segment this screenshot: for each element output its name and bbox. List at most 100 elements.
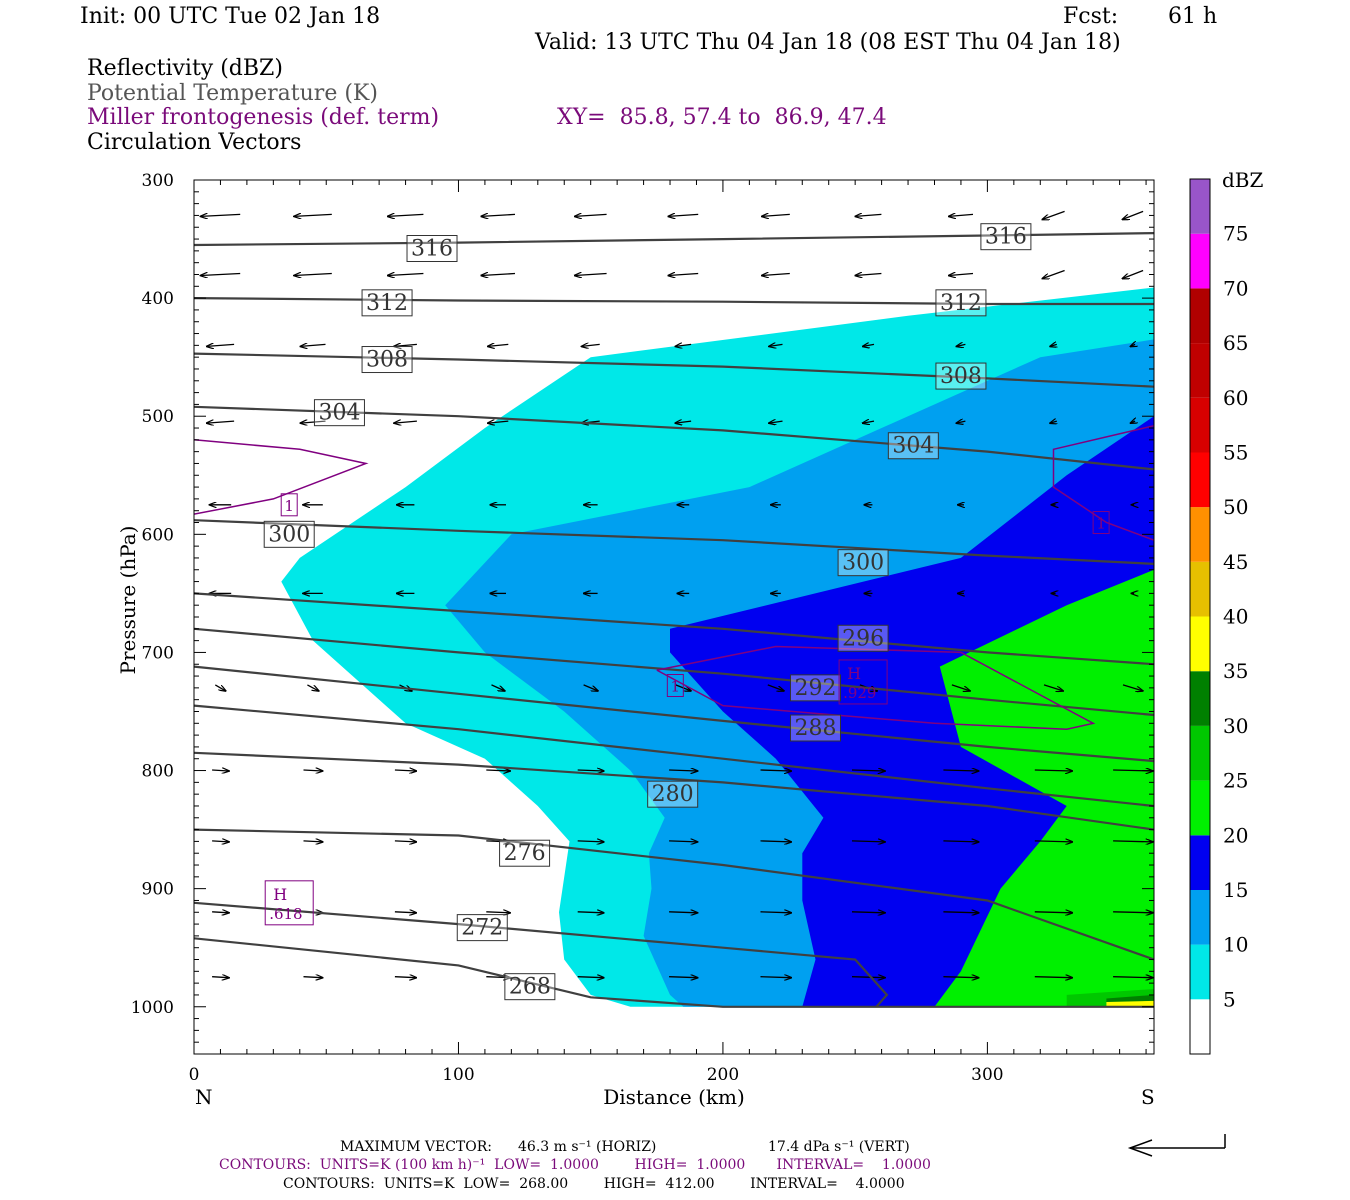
- extremum-type: H: [273, 885, 287, 904]
- extremum-box: [838, 659, 888, 705]
- circulation-vector: [294, 274, 332, 276]
- colorbar-swatch: [1190, 561, 1210, 617]
- circulation-vector: [388, 274, 424, 276]
- theta-contour-label: 308: [940, 364, 982, 389]
- colorbar-swatch: [1190, 889, 1210, 945]
- circulation-vector: [394, 977, 416, 978]
- circulation-vector: [214, 684, 225, 691]
- theta-contour-label-box: [935, 362, 987, 390]
- circulation-vector: [851, 770, 885, 771]
- circulation-vector: [943, 977, 978, 978]
- circulation-vector: [1123, 269, 1144, 279]
- miller-contour: [656, 645, 1096, 730]
- circulation-vector: [851, 977, 885, 978]
- circulation-vector: [762, 214, 790, 216]
- forecast-label: Fcst:: [1063, 4, 1119, 29]
- circulation-vector: [1131, 344, 1136, 346]
- theta-contour-288: [194, 665, 1154, 763]
- theta-contour-268: [194, 937, 1154, 1008]
- theta-contour-284: [194, 704, 1154, 808]
- theta-contour-label-box: [789, 674, 841, 702]
- circulation-vector: [1043, 269, 1065, 279]
- circulation-vector: [851, 912, 885, 913]
- colorbar-tick-label: 55: [1223, 440, 1248, 464]
- circulation-vector: [1034, 841, 1072, 842]
- colorbar-tick-label: 45: [1223, 550, 1248, 574]
- theta-contour-label: 292: [794, 676, 836, 701]
- circulation-vector: [669, 770, 697, 771]
- circulation-vector: [762, 274, 790, 276]
- miller-contour-label-box: [1092, 511, 1110, 535]
- circulation-vector: [303, 770, 323, 771]
- circulation-vector: [1113, 912, 1153, 913]
- circulation-vector: [943, 912, 978, 913]
- theta-contour-300: [194, 519, 1154, 565]
- colorbar-swatch: [1190, 343, 1210, 398]
- colorbar-tick-label: 40: [1223, 605, 1248, 629]
- theta-contour-label-box: [406, 235, 458, 263]
- theta-contour-label-box: [837, 624, 889, 652]
- max-vector-label: MAXIMUM VECTOR:: [340, 1139, 492, 1155]
- theta-contour-label: 308: [366, 348, 408, 373]
- circulation-vector: [301, 344, 326, 346]
- miller-contour-label: 1: [284, 497, 294, 515]
- max-vector-horiz: 46.3 m s⁻¹ (HORIZ): [518, 1139, 657, 1155]
- colorbar-tick-label: 70: [1223, 276, 1248, 300]
- colorbar-swatch: [1190, 452, 1210, 508]
- theta-contour-label: 316: [411, 237, 453, 262]
- y-tick-label: 600: [142, 525, 174, 545]
- colorbar-swatch: [1190, 616, 1210, 672]
- reflectivity-region-35: [1106, 1000, 1154, 1007]
- theta-contour-label: 272: [461, 916, 503, 941]
- x-left-end-label: N: [195, 1085, 213, 1109]
- theta-contour-label-box: [647, 780, 699, 808]
- circulation-vector: [760, 770, 792, 771]
- circulation-vector: [863, 421, 875, 423]
- theta-contour-label: 296: [842, 626, 884, 651]
- init-time: Init: 00 UTC Tue 02 Jan 18: [80, 4, 381, 29]
- theta-contour-308: [194, 352, 1154, 388]
- circulation-vector: [1122, 684, 1143, 691]
- circulation-vector: [394, 770, 416, 771]
- y-tick-label: 700: [142, 643, 174, 663]
- reflectivity-region-20: [934, 569, 1154, 1007]
- miller-contour-label-box: [666, 674, 684, 698]
- miller-contour: [1052, 424, 1154, 541]
- miller-contour-label-box: [280, 493, 298, 517]
- circulation-vector: [957, 421, 966, 423]
- x-tick-label: 200: [707, 1065, 739, 1085]
- axis-ticks: 300 400 500 600 700 800 900 1000 0 100 200 300: [131, 171, 1154, 1085]
- miller-contour-label: 1: [1096, 515, 1106, 533]
- circulation-vector: [943, 770, 978, 771]
- contours-miller-info: CONTOURS: UNITS=K (100 km h)⁻¹ LOW= 1.00…: [219, 1157, 931, 1173]
- colorbar-tick-label: 60: [1223, 386, 1248, 410]
- theta-contour-label: 312: [940, 291, 982, 316]
- theta-contour-label-box: [980, 223, 1032, 251]
- theta-contour-label-box: [887, 432, 939, 460]
- circulation-vector: [668, 274, 699, 276]
- colorbar-tick-label: 10: [1223, 933, 1248, 957]
- circulation-vector: [1123, 210, 1144, 219]
- x-tick-label: 0: [189, 1065, 200, 1085]
- theta-contour-label-box: [504, 973, 556, 1001]
- miller-contour-label: 1: [671, 678, 681, 696]
- circulation-vector: [481, 274, 516, 276]
- forecast-hour: 61 h: [1168, 4, 1218, 29]
- circulation-vector: [488, 344, 509, 346]
- circulation-vector: [760, 841, 792, 842]
- colorbar: 5 10 15 20 25 30 35 40 45 50 55 60 65 70 75: [1189, 178, 1248, 1055]
- theta-contour-label: 268: [509, 975, 551, 1000]
- colorbar-swatch: [1190, 179, 1210, 234]
- circulation-vector: [1043, 684, 1063, 691]
- theta-contour-312: [194, 297, 1154, 306]
- colorbar-swatch: [1190, 725, 1210, 781]
- theta-contour-label-box: [789, 714, 841, 742]
- colorbar-tick-label: 25: [1223, 769, 1248, 793]
- colorbar-tick-label: 75: [1223, 222, 1248, 246]
- reflectivity-fills: [281, 287, 1154, 1007]
- circulation-vector: [769, 421, 783, 423]
- reflectivity-region-30: [1106, 994, 1154, 1004]
- circulation-vector: [394, 421, 417, 423]
